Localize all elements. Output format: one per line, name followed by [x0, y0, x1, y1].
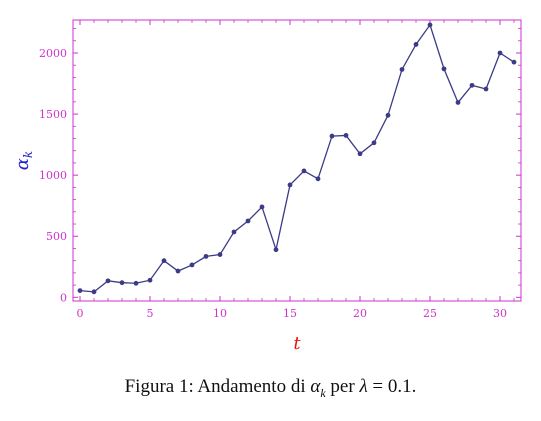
series-line	[79, 23, 515, 293]
y-axis-label-base: α	[12, 158, 33, 170]
data-point	[385, 112, 391, 118]
data-point	[105, 278, 111, 284]
data-point	[231, 229, 237, 235]
y-axis-ticks: 0 500 1000 1500 2000	[39, 28, 521, 304]
x-axis-label: t	[293, 333, 301, 354]
data-point	[91, 289, 97, 295]
data-point	[371, 140, 377, 146]
data-point	[119, 280, 125, 286]
y-tick-label: 0	[60, 291, 67, 304]
y-axis-label: αk	[12, 151, 35, 170]
data-point	[245, 218, 251, 224]
y-axis-label-sub: k	[21, 151, 35, 158]
x-tick-label: 10	[213, 307, 227, 320]
data-point	[413, 42, 419, 47]
data-point	[441, 66, 447, 72]
caption-alpha: α	[310, 376, 321, 397]
data-point	[203, 254, 209, 259]
data-point	[287, 182, 293, 188]
caption-alpha-sub: k	[320, 385, 326, 400]
figure-caption: Figura 1: Andamento di αk per λ = 0.1.	[0, 376, 541, 401]
data-point	[273, 247, 279, 253]
data-point	[511, 59, 517, 65]
data-point	[455, 100, 461, 105]
y-tick-label: 1500	[39, 108, 67, 121]
plot-frame	[72, 19, 522, 302]
data-point	[175, 268, 181, 274]
x-tick-label: 20	[353, 307, 367, 320]
data-point	[427, 22, 433, 28]
y-tick-label: 1000	[39, 169, 67, 182]
data-point	[343, 133, 349, 138]
data-point	[77, 288, 83, 294]
data-point	[259, 204, 265, 210]
data-point	[301, 168, 307, 174]
x-tick-label: 25	[423, 307, 437, 320]
x-tick-label: 30	[493, 307, 507, 320]
data-point	[133, 280, 139, 286]
series-layer	[77, 22, 517, 295]
caption-prefix: Figura 1: Andamento di	[124, 376, 311, 397]
caption-per: per	[325, 376, 360, 397]
data-point	[469, 82, 475, 88]
data-point	[483, 86, 489, 92]
data-point	[329, 133, 335, 139]
data-point	[399, 67, 405, 72]
data-point	[497, 50, 503, 56]
data-point	[315, 176, 321, 182]
x-axis-ticks: 0 5 10 15 20 25 30	[77, 20, 515, 320]
x-tick-label: 0	[77, 307, 84, 320]
data-point	[161, 258, 167, 264]
y-tick-label: 2000	[39, 47, 67, 60]
y-tick-label: 500	[46, 230, 67, 243]
x-tick-label: 5	[147, 307, 154, 320]
x-tick-label: 15	[283, 307, 297, 320]
data-point	[357, 151, 363, 157]
data-point	[189, 262, 195, 268]
caption-equals-value: = 0.1.	[367, 376, 417, 397]
data-point	[217, 252, 223, 257]
data-point	[147, 277, 153, 283]
line-chart: 0 5 10 15 20 25 30 0 500 1000 1500 2000 t αk	[12, 19, 522, 354]
caption-lambda: λ	[359, 376, 368, 397]
